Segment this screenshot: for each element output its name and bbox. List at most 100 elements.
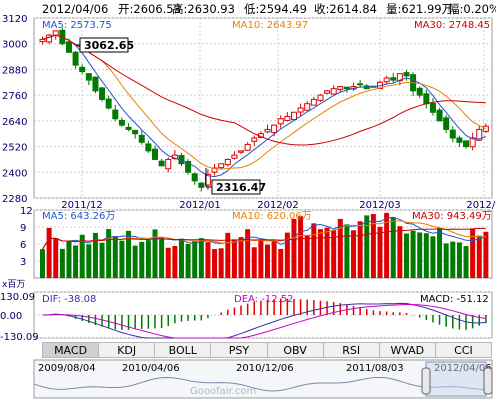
volume-tick-label: 9 <box>20 223 26 234</box>
candle <box>304 103 311 111</box>
volume-bar <box>470 228 476 278</box>
volume-bar <box>384 212 390 278</box>
timeline-selection[interactable] <box>425 361 487 397</box>
volume-bar <box>284 232 290 278</box>
volume-bar <box>344 224 350 278</box>
macd-value-label: MACD: -51.12 <box>420 294 489 305</box>
candle <box>125 126 132 130</box>
volume-bar <box>291 218 297 278</box>
volume-bar <box>46 227 52 278</box>
volume-bar <box>119 240 125 278</box>
volume-bar <box>53 238 59 278</box>
volume-bar <box>106 229 112 278</box>
volume-bar <box>159 236 165 278</box>
volume-bar <box>231 239 237 278</box>
volume-tick-label: 6 <box>20 240 26 251</box>
macd-tick-label: -130.09 <box>0 332 39 343</box>
volume-bar <box>403 233 409 278</box>
volume-bar <box>86 244 92 278</box>
candle <box>423 93 430 105</box>
volume-bar <box>370 214 376 278</box>
candle <box>463 140 470 148</box>
volume-bar <box>410 230 416 278</box>
moving-average-lines <box>42 34 487 178</box>
volume-bar <box>218 248 224 278</box>
macd-dea-line <box>42 303 486 339</box>
volume-bar <box>145 240 151 278</box>
volume-bar <box>92 232 98 278</box>
volume-bar <box>225 232 231 278</box>
tab-kdj[interactable]: KDJ <box>99 342 156 358</box>
candlestick-series <box>39 28 489 192</box>
volume-bar <box>317 229 323 278</box>
macd-lines <box>42 302 486 339</box>
header-high: 高:2630.93 <box>172 2 235 16</box>
tab-rsi[interactable]: RSI <box>323 342 380 358</box>
tab-obv[interactable]: OBV <box>267 342 324 358</box>
ma30-line <box>42 34 486 146</box>
candle <box>218 163 225 169</box>
timeline-label-1: 2010/04/06 <box>122 363 180 374</box>
candle <box>185 161 192 173</box>
candle <box>152 148 158 160</box>
volume-bar <box>66 240 72 278</box>
low-marker-label: 2316.47 <box>216 181 266 194</box>
timeline-overview-path <box>33 376 492 392</box>
candle <box>231 154 238 159</box>
volume-ma30-line <box>42 227 486 250</box>
candle <box>357 83 364 86</box>
candle <box>118 119 125 126</box>
volume-ma-lines <box>42 216 487 250</box>
macd-tick-label: 0.00 <box>0 311 22 322</box>
volume-bar <box>79 234 85 278</box>
volume-bar <box>304 234 310 278</box>
candle <box>39 38 46 43</box>
candle <box>238 150 245 153</box>
volume-bar <box>278 248 284 278</box>
tab-macd[interactable]: MACD <box>42 342 100 358</box>
volume-bar <box>73 245 79 278</box>
candle <box>416 87 423 96</box>
candle <box>469 137 476 148</box>
tab-wvad[interactable]: WVAD <box>379 342 436 358</box>
timeline-right-handle[interactable] <box>483 367 493 395</box>
candle <box>284 116 291 121</box>
candle <box>46 34 53 43</box>
volume-bar <box>417 232 423 278</box>
price-tick-label: 2640 <box>2 117 27 128</box>
volume-axis: 12 9 6 3 <box>20 206 33 268</box>
candle <box>429 102 436 113</box>
tab-cci[interactable]: CCI <box>435 342 492 358</box>
candle <box>436 109 443 122</box>
price-ma5-label: MA5: 2573.75 <box>42 20 112 31</box>
timeline-navigator[interactable] <box>33 359 493 399</box>
candle <box>92 76 99 92</box>
tab-boll[interactable]: BOLL <box>155 342 212 358</box>
candle <box>324 90 331 94</box>
price-tick-label: 3000 <box>2 40 27 51</box>
volume-bar <box>112 236 118 278</box>
price-tick-label: 2760 <box>2 91 27 102</box>
volume-bar <box>456 242 462 278</box>
volume-bar <box>430 236 436 278</box>
volume-ma5-line <box>42 216 487 250</box>
header-open: 开:2606.53 <box>118 2 181 16</box>
volume-ma5-label: MA5: 643.26万 <box>42 211 115 222</box>
timeline-left-handle[interactable] <box>421 367 431 395</box>
volume-bar <box>437 227 443 278</box>
volume-bar <box>192 240 198 278</box>
price-tick-label: 2280 <box>2 194 27 205</box>
volume-bar <box>311 223 317 278</box>
volume-bar <box>324 227 330 278</box>
volume-bar <box>463 246 469 278</box>
volume-bar <box>59 248 65 278</box>
tab-psy[interactable]: PSY <box>211 342 268 358</box>
candle <box>343 86 350 90</box>
volume-bar <box>364 215 370 278</box>
price-axis: 3120 3000 2880 2760 2640 2520 2400 2280 <box>2 14 27 205</box>
volume-bar <box>139 241 145 278</box>
date-tick-label: 2011/12 <box>61 200 103 211</box>
volume-bar <box>443 243 449 278</box>
timeline-label-2: 2010/12/06 <box>236 363 294 374</box>
